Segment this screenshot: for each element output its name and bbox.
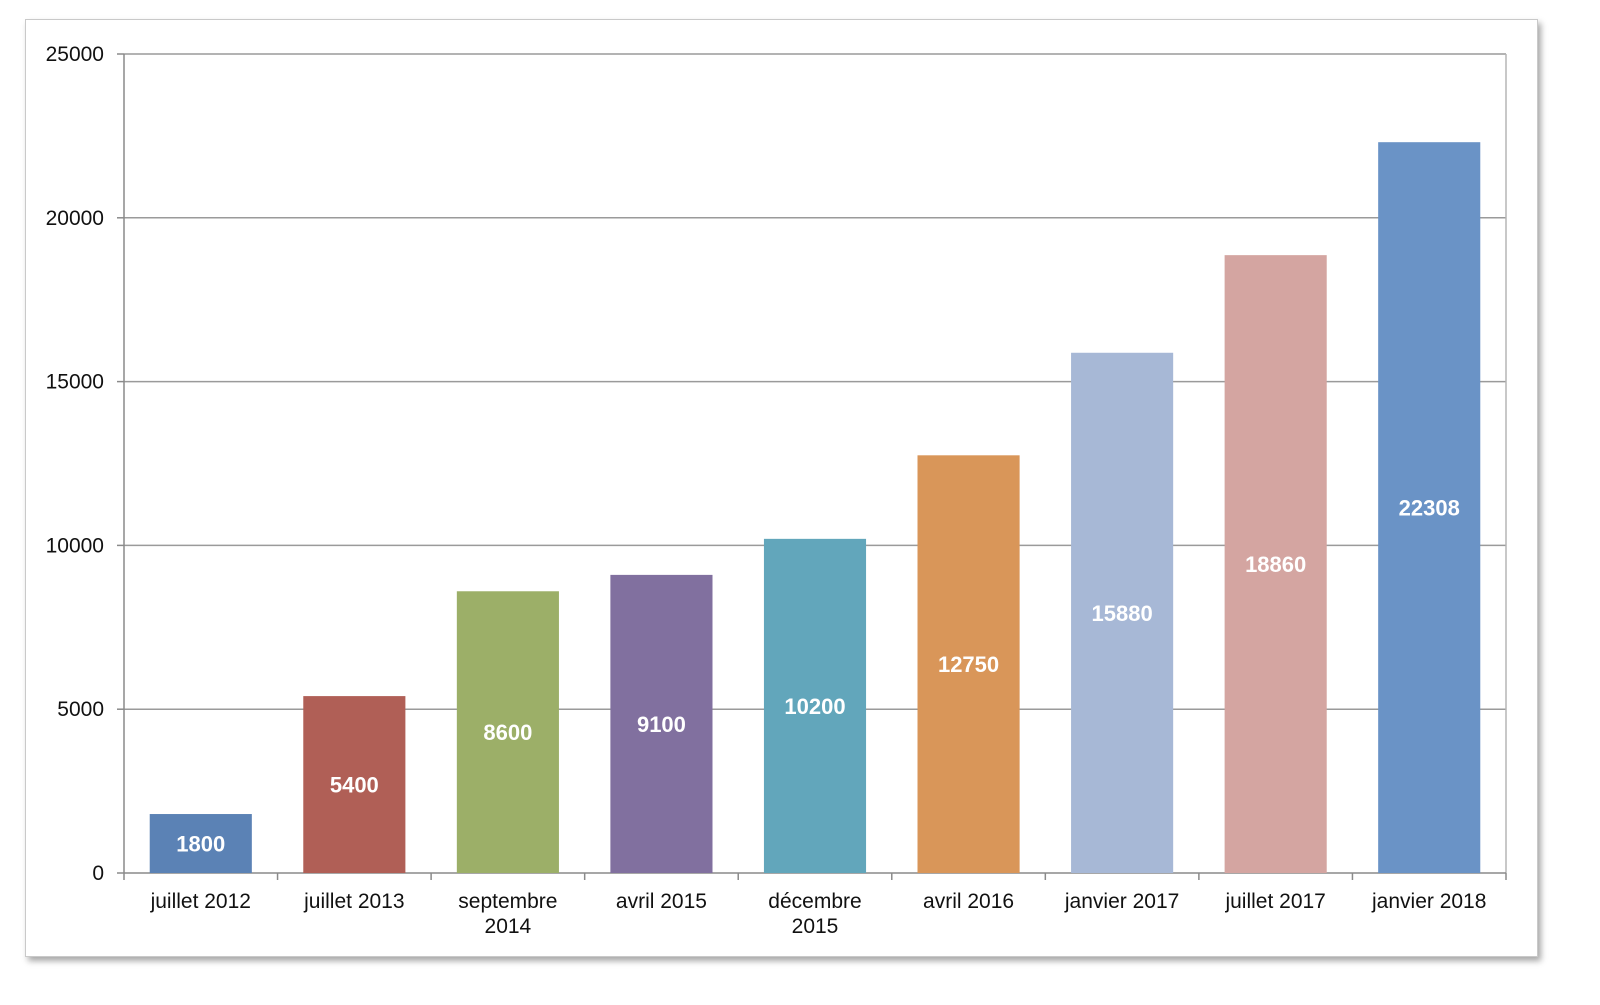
data-label: 8600 [483,720,532,745]
x-tick-label: janvier 2018 [1371,890,1486,913]
y-tick-label: 15000 [46,371,104,394]
data-label: 12750 [938,652,999,677]
x-tick-label: juillet 2012 [150,890,251,913]
x-tick-label-line: juillet 2017 [1224,890,1325,913]
y-tick-label: 5000 [57,698,104,721]
x-tick-label-line: juillet 2013 [303,890,404,913]
bar [1071,352,1174,873]
x-tick-label-line: 2015 [792,915,839,938]
x-tick-label-line: janvier 2018 [1371,890,1486,913]
x-tick-label: septembre 2014 [458,890,557,938]
x-tick-label-line: avril 2015 [616,890,707,913]
bar [610,574,713,873]
bar [303,696,406,873]
bar [917,455,1020,873]
y-tick-label: 0 [92,862,104,885]
y-tick-label: 20000 [46,207,104,230]
chart-card: 0 5000 10000 15000 20000 25000 1800 juillet 201… [25,19,1538,957]
x-tick-label: avril 2015 [616,890,707,913]
data-label: 1800 [176,832,225,857]
x-tick-label: décembre 2015 [768,890,861,938]
x-tick-label: avril 2016 [923,890,1014,913]
x-tick-label: juillet 2013 [303,890,404,913]
data-label: 9100 [637,712,686,737]
data-label: 10200 [784,694,845,719]
y-tick-label: 10000 [46,534,104,557]
bar [456,591,559,873]
bar [149,814,252,873]
data-label: 22308 [1399,496,1460,521]
bar-chart: 0 5000 10000 15000 20000 25000 1800 juillet 201… [46,43,1507,938]
x-tick-label-line: 2014 [485,915,532,938]
bar [1224,255,1327,874]
x-tick-label-line: septembre [458,890,557,913]
x-tick-label-line: juillet 2012 [150,890,251,913]
x-tick-label-line: avril 2016 [923,890,1014,913]
x-tick-label-line: décembre [768,890,861,913]
x-tick-label: janvier 2017 [1064,890,1179,913]
y-tick-label: 25000 [46,43,104,66]
data-label: 5400 [330,773,379,798]
x-tick-label: juillet 2017 [1224,890,1325,913]
data-label: 18860 [1245,552,1306,577]
bar [763,538,867,873]
bar [1378,142,1481,873]
data-label: 15880 [1092,601,1153,626]
x-tick-label-line: janvier 2017 [1064,890,1179,913]
